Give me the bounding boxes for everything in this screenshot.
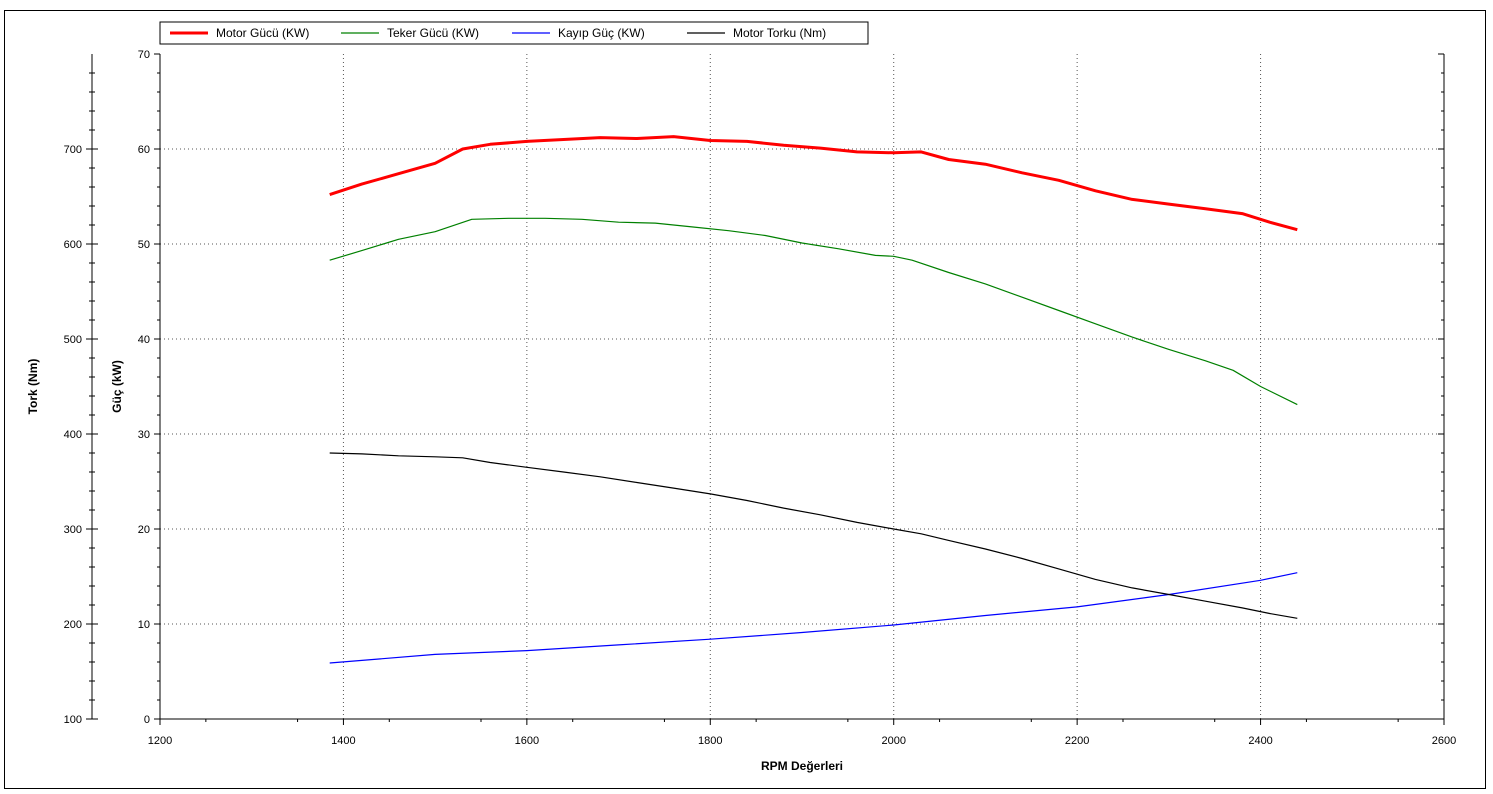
torque-tick-label: 400 <box>64 429 82 441</box>
x-tick-label: 2400 <box>1248 735 1272 747</box>
power-tick-label: 70 <box>138 49 150 61</box>
axes: 1200 1400 1600 1800 2000 2200 2400 2600 0 10 20 30 4… <box>64 49 1457 747</box>
torque-tick-label: 600 <box>64 239 82 251</box>
x-axis-title: RPM Değerleri <box>761 759 843 773</box>
x-tick-label: 1600 <box>515 735 539 747</box>
series-line-motor-torku-nm <box>329 452 1298 619</box>
x-tick-label: 2200 <box>1065 735 1089 747</box>
power-tick-label: 30 <box>138 429 150 441</box>
grid-lines <box>160 54 1444 719</box>
torque-tick-label: 100 <box>64 714 82 726</box>
x-tick-label: 1200 <box>148 735 172 747</box>
power-tick-label: 50 <box>138 239 150 251</box>
x-tick-label: 1800 <box>698 735 722 747</box>
x-tick-label: 2600 <box>1432 735 1456 747</box>
series-line-teker-g-c-kw <box>329 217 1298 406</box>
legend: Motor Gücü (KW) Teker Gücü (KW) Kayıp Güç … <box>159 21 869 45</box>
legend-label: Teker Gücü (KW) <box>387 26 479 40</box>
x-tick-label: 2000 <box>881 735 905 747</box>
power-tick-label: 40 <box>138 334 150 346</box>
legend-label: Motor Torku (Nm) <box>733 26 826 40</box>
power-tick-label: 10 <box>138 619 150 631</box>
x-tick-label: 1400 <box>331 735 355 747</box>
chart-svg: 1200 1400 1600 1800 2000 2200 2400 2600 0 10 20 30 4… <box>26 21 1457 773</box>
power-tick-label: 0 <box>144 714 150 726</box>
legend-label: Kayıp Güç (KW) <box>558 26 645 40</box>
torque-tick-label: 700 <box>64 144 82 156</box>
torque-axis-title: Tork (Nm) <box>26 359 40 415</box>
torque-tick-label: 300 <box>64 524 82 536</box>
power-axis-title: Güç (kW) <box>110 360 124 413</box>
torque-tick-label: 200 <box>64 619 82 631</box>
chart-frame: 1200 1400 1600 1800 2000 2200 2400 2600 0 10 20 30 4… <box>4 10 1486 789</box>
legend-label: Motor Gücü (KW) <box>216 26 309 40</box>
power-tick-label: 20 <box>138 524 150 536</box>
power-tick-label: 60 <box>138 144 150 156</box>
torque-tick-label: 500 <box>64 334 82 346</box>
series-line-motor-g-c-kw <box>329 135 1298 232</box>
series-lines <box>329 135 1298 664</box>
series-line-kay-p-g-kw <box>329 572 1298 664</box>
